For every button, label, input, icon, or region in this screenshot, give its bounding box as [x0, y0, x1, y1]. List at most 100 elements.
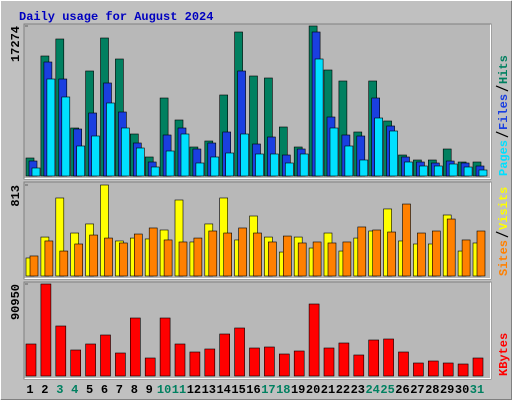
bar: [383, 338, 394, 377]
x-tick-label: 13: [202, 383, 216, 397]
x-tick-label: 17: [261, 383, 275, 397]
x-tick-label: 29: [440, 383, 454, 397]
bar: [225, 152, 234, 177]
legend-entry: Sites: [497, 240, 511, 276]
bar: [104, 237, 113, 277]
x-tick-label: 7: [116, 383, 123, 397]
panel-bevel: [24, 24, 491, 179]
x-tick-label: 9: [146, 383, 153, 397]
legend-separator: [495, 231, 509, 238]
bar: [308, 303, 320, 377]
bar: [85, 343, 96, 377]
bar: [74, 243, 83, 277]
bar: [404, 161, 413, 177]
panel-bevel: [24, 282, 491, 379]
bar: [323, 347, 335, 377]
x-tick-label: 25: [380, 383, 394, 397]
bar: [253, 232, 262, 277]
bar: [357, 226, 367, 277]
bar: [353, 354, 365, 377]
bar: [327, 242, 337, 277]
x-tick-label: 18: [276, 383, 290, 397]
bar: [417, 232, 426, 277]
x-tick-label: 3: [56, 383, 63, 397]
x-tick-label: 15: [231, 383, 245, 397]
bar: [189, 351, 201, 377]
bar: [144, 357, 156, 377]
y-tick-label: 90950: [9, 284, 23, 320]
bar: [268, 241, 277, 277]
bar: [223, 232, 232, 277]
bar: [208, 230, 218, 277]
bar: [359, 159, 369, 177]
bar: [159, 317, 171, 377]
bar: [91, 135, 100, 177]
bar: [165, 150, 175, 177]
bar: [472, 357, 484, 377]
legend-entry: Pages: [497, 140, 511, 176]
bar: [433, 165, 443, 177]
bar: [195, 162, 205, 177]
bar: [368, 339, 380, 377]
bar: [338, 342, 350, 377]
legend-entry: Hits: [497, 55, 511, 84]
y-tick-label: 813: [9, 185, 23, 207]
x-tick-label: 1: [26, 383, 33, 397]
bar: [180, 133, 190, 177]
bar: [130, 317, 141, 377]
bar: [134, 233, 143, 277]
bar: [427, 360, 439, 377]
bar: [431, 230, 441, 277]
x-tick-label: 26: [395, 383, 409, 397]
x-tick-label: 12: [187, 383, 201, 397]
bar: [240, 133, 249, 177]
bar: [419, 165, 428, 177]
bar: [219, 333, 230, 377]
bar: [297, 242, 307, 277]
legend: Sites Visits: [495, 187, 511, 276]
x-tick-label: 21: [321, 383, 335, 397]
x-tick-label: 22: [336, 383, 350, 397]
bar: [148, 227, 158, 277]
bar: [457, 363, 469, 377]
bar: [389, 130, 398, 177]
bar: [25, 343, 37, 377]
bar: [136, 147, 145, 177]
bar: [40, 283, 52, 377]
x-tick-label: 30: [455, 383, 469, 397]
bar: [282, 235, 292, 277]
bar: [299, 153, 309, 177]
bar: [463, 166, 473, 177]
bar: [70, 349, 81, 377]
bar: [29, 255, 39, 277]
bar: [446, 218, 456, 277]
bar: [476, 230, 486, 277]
bar: [342, 241, 352, 277]
x-tick-label: 24: [365, 383, 379, 397]
legend-separator: [495, 131, 509, 138]
bar: [44, 240, 54, 277]
bar: [174, 343, 186, 377]
bar: [372, 229, 382, 277]
legend: KBytes: [497, 333, 511, 376]
bar: [119, 242, 128, 277]
x-tick-label: 27: [410, 383, 424, 397]
x-tick-label: 4: [71, 383, 78, 397]
bar: [55, 325, 67, 377]
bar: [178, 241, 188, 277]
x-tick-label: 10: [157, 383, 171, 397]
legend-separator: [495, 85, 509, 92]
bar: [163, 239, 173, 277]
bar: [442, 362, 454, 377]
bar: [204, 348, 216, 377]
bar: [461, 239, 471, 277]
x-tick-label: 8: [131, 383, 138, 397]
x-tick-label: 23: [351, 383, 365, 397]
x-tick-label: 20: [306, 383, 320, 397]
bar: [312, 241, 322, 277]
x-tick-label: 28: [425, 383, 439, 397]
bar: [31, 167, 41, 177]
bar: [100, 334, 111, 377]
